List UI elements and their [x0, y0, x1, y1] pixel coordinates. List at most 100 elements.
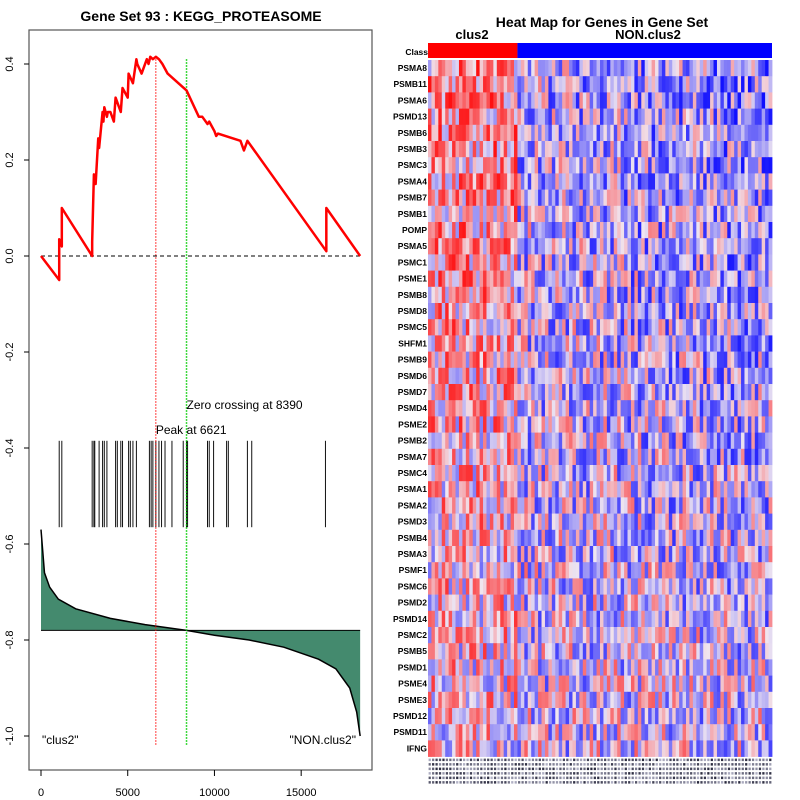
heatmap-cell — [706, 416, 711, 433]
heatmap-cell — [458, 60, 463, 77]
heatmap-cell — [730, 659, 735, 676]
heatmap-cell — [527, 448, 532, 466]
heatmap-cell — [675, 335, 680, 352]
ranked-metric-curve — [40, 529, 361, 737]
column-label-glyph — [607, 772, 610, 775]
heatmap-cell — [675, 465, 680, 482]
heatmap-cell — [472, 529, 477, 547]
heatmap-cell — [703, 222, 708, 239]
heatmap-cell — [692, 270, 697, 288]
column-label-glyph — [652, 763, 655, 766]
heatmap-cell — [524, 546, 529, 563]
heatmap-cell — [744, 740, 749, 757]
heatmap-cell — [593, 76, 597, 93]
heatmap-cell — [524, 578, 529, 595]
column-label-glyph — [562, 772, 565, 775]
heatmap-cell — [655, 578, 659, 595]
heatmap-cell — [527, 367, 532, 385]
heatmap-cell — [744, 432, 749, 450]
heatmap-cell — [579, 691, 584, 709]
heatmap-cell — [575, 578, 580, 595]
heatmap-cell — [458, 92, 463, 109]
heatmap-cell — [679, 610, 683, 628]
heatmap-cell — [569, 157, 573, 174]
heatmap-cell — [445, 643, 450, 660]
heatmap-cell — [448, 319, 453, 336]
heatmap-cell — [510, 92, 515, 109]
heatmap-cell — [434, 238, 439, 255]
heatmap-cell — [720, 319, 725, 336]
heatmap-cell — [503, 173, 508, 190]
heatmap-cell — [479, 481, 484, 498]
heatmap-cell — [617, 286, 622, 304]
heatmap-cell — [699, 416, 704, 433]
heatmap-cell — [720, 513, 725, 531]
column-label-glyph — [473, 758, 476, 762]
heatmap-cell — [716, 254, 721, 271]
heatmap-cell — [761, 448, 766, 466]
heatmap-cell — [744, 643, 749, 660]
heatmap-row-label: PSMC5 — [398, 322, 428, 332]
heatmap-cell — [730, 384, 735, 401]
column-label-glyph — [583, 758, 586, 762]
heatmap-cell — [686, 222, 690, 239]
heatmap-cell — [606, 578, 611, 595]
heatmap-cell — [744, 659, 749, 676]
heatmap-cell — [747, 497, 752, 514]
heatmap-cell — [534, 546, 539, 563]
heatmap-cell — [765, 610, 769, 628]
heatmap-cell — [441, 76, 446, 93]
heatmap-cell — [675, 513, 680, 531]
heatmap-cell — [544, 335, 549, 352]
heatmap-cell — [703, 708, 708, 725]
heatmap-cell — [479, 400, 484, 417]
heatmap-cell — [534, 254, 539, 271]
column-label-glyph — [741, 776, 744, 780]
heatmap-cell — [765, 594, 769, 612]
column-label-glyph — [500, 758, 504, 762]
heatmap-cell — [445, 691, 450, 709]
heatmap-cell — [483, 222, 487, 239]
heatmap-cell — [655, 740, 659, 757]
heatmap-cell — [452, 416, 456, 433]
heatmap-cell — [661, 60, 666, 77]
column-label-glyph — [456, 763, 459, 766]
column-label-glyph — [638, 758, 641, 762]
heatmap-cell — [634, 497, 639, 514]
column-label-glyph — [445, 776, 449, 780]
heatmap-cell — [441, 546, 446, 563]
column-label-glyph — [676, 767, 679, 771]
heatmap-cell — [754, 724, 759, 741]
column-label-glyph — [445, 781, 449, 784]
heatmap-cell — [703, 254, 708, 271]
heatmap-cell — [593, 724, 597, 741]
heatmap-cell — [716, 351, 721, 369]
heatmap-cell — [610, 562, 615, 579]
column-label-glyph — [672, 767, 676, 771]
heatmap-cell — [593, 238, 597, 255]
heatmap-cell — [593, 546, 597, 563]
heatmap-cell — [465, 319, 470, 336]
column-label-glyph — [738, 776, 741, 780]
heatmap-row-label: PSMF1 — [399, 565, 428, 575]
heatmap-cell — [682, 740, 687, 757]
column-label-glyph — [672, 763, 676, 766]
heatmap-cell — [630, 448, 635, 466]
heatmap-cell — [661, 351, 666, 369]
column-label-glyph — [748, 781, 751, 784]
heatmap-cell — [655, 76, 659, 93]
heatmap-cell — [606, 270, 611, 288]
heatmap-cell — [496, 481, 501, 498]
heatmap-cell — [541, 205, 546, 223]
heatmap-cell — [710, 546, 714, 563]
column-label-glyph — [710, 763, 713, 766]
heatmap-cell — [723, 351, 728, 369]
heatmap-cell — [531, 497, 536, 514]
heatmap-cell — [765, 448, 769, 466]
heatmap-cell — [575, 286, 580, 304]
heatmap-cell — [682, 60, 687, 77]
heatmap-cell — [465, 643, 470, 660]
heatmap-cell — [438, 384, 443, 401]
heatmap-cell — [692, 157, 697, 174]
column-label-glyph — [662, 776, 665, 780]
